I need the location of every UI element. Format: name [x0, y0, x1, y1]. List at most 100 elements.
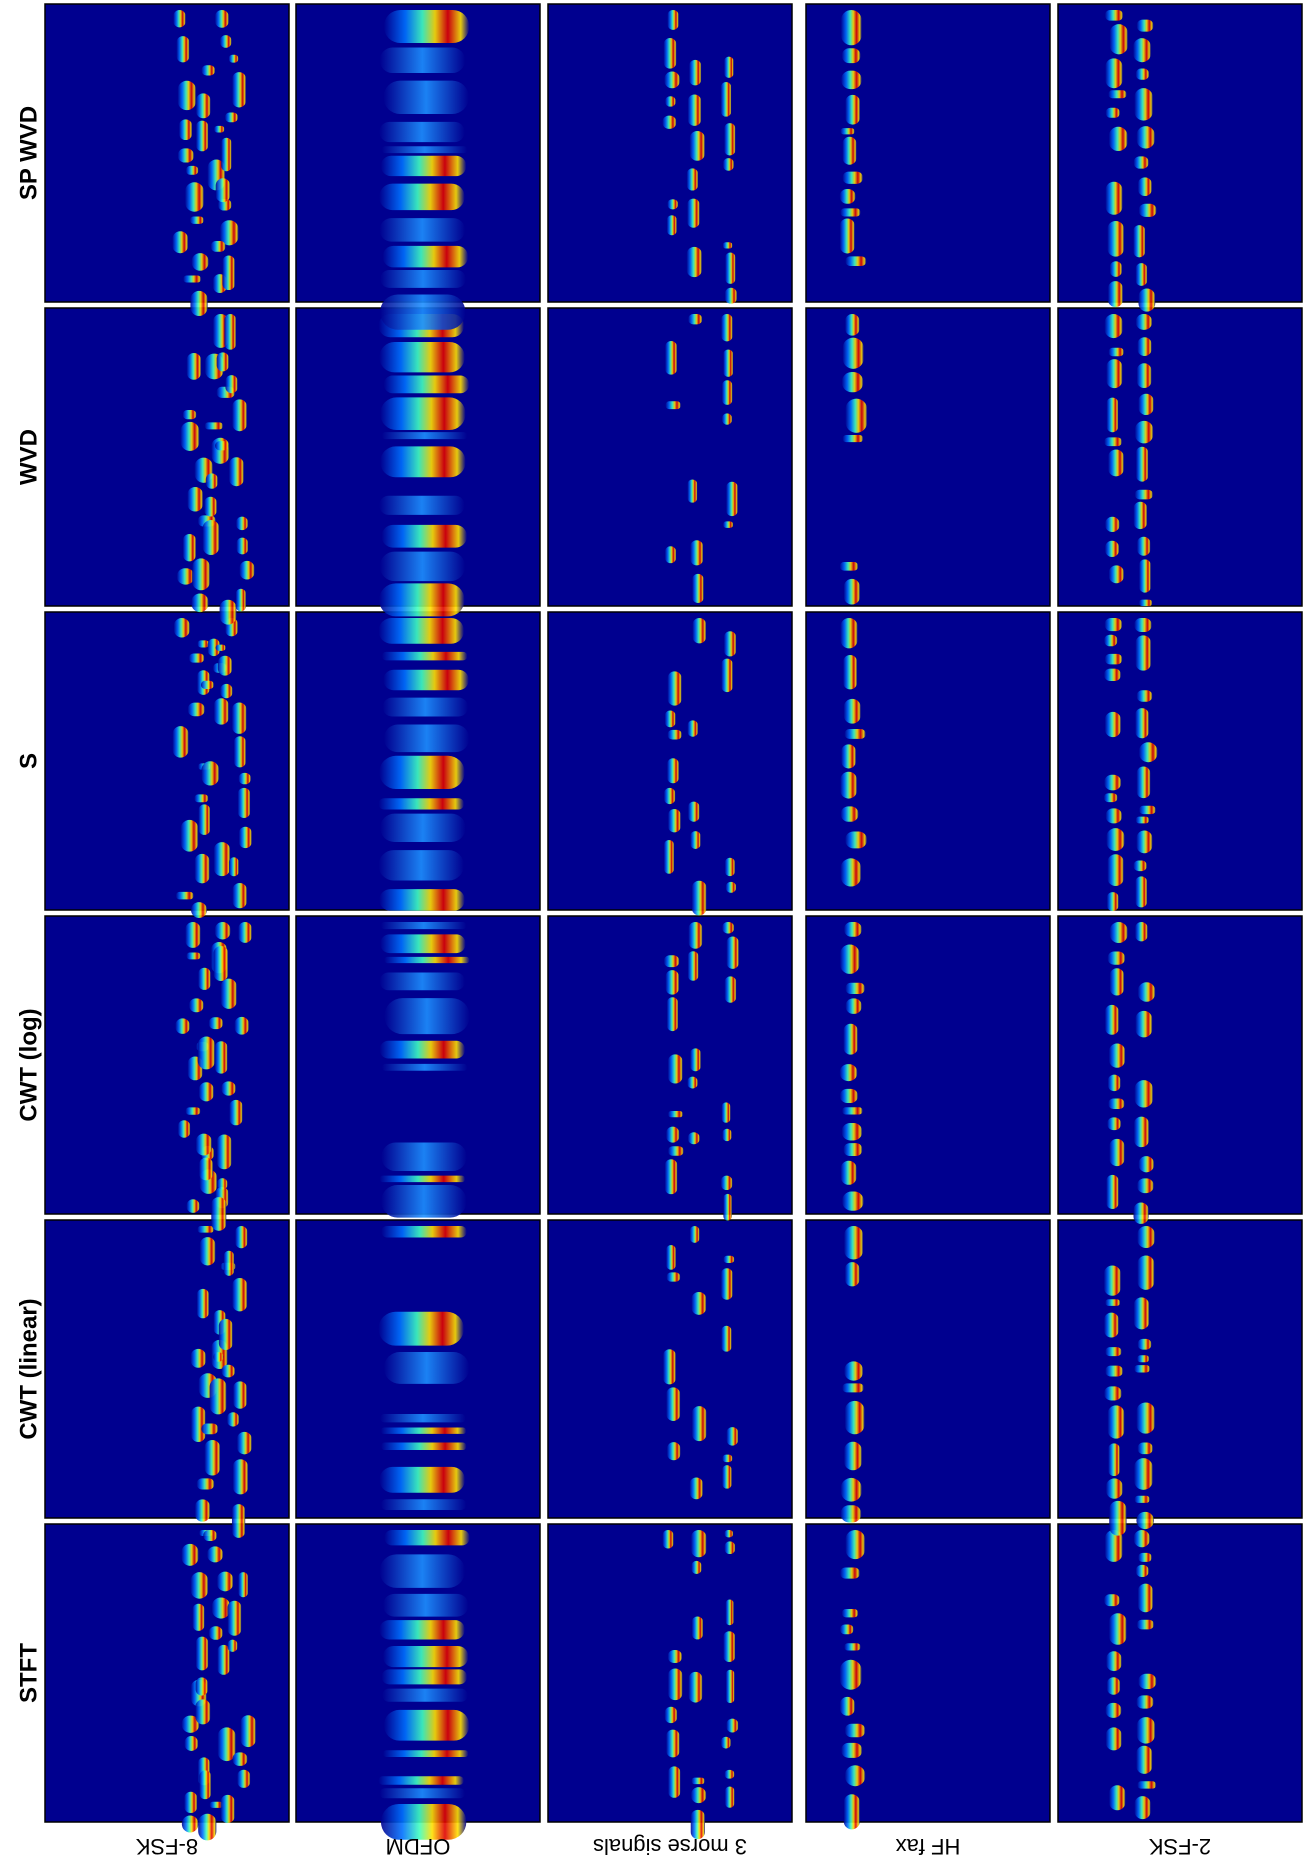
energy-blob — [382, 1645, 469, 1668]
energy-blob — [209, 1378, 227, 1415]
energy-blob — [1136, 19, 1154, 32]
energy-blob — [224, 314, 237, 350]
energy-blob — [845, 1530, 866, 1560]
energy-blob — [689, 59, 702, 86]
energy-blob — [1138, 393, 1154, 416]
energy-blob — [691, 1777, 705, 1785]
energy-blob — [844, 1765, 866, 1787]
energy-blob — [183, 275, 202, 283]
energy-blob — [186, 353, 202, 380]
energy-blob — [667, 729, 682, 740]
energy-blob — [1104, 1004, 1119, 1035]
energy-blob — [1134, 1080, 1154, 1108]
energy-blob — [843, 654, 858, 690]
energy-blob — [1135, 263, 1148, 286]
energy-blob — [1105, 181, 1123, 215]
spectrogram-panel — [1057, 915, 1303, 1224]
energy-blob — [222, 255, 235, 291]
energy-blob — [724, 1541, 736, 1555]
energy-blob — [1134, 1365, 1151, 1373]
energy-blob — [227, 1600, 242, 1636]
energy-blob — [1108, 565, 1125, 584]
energy-blob — [199, 1770, 212, 1800]
energy-blob — [726, 481, 738, 517]
energy-blob — [228, 54, 239, 63]
energy-blob — [184, 1736, 199, 1751]
energy-blob — [219, 35, 232, 48]
energy-blob — [667, 1649, 683, 1663]
energy-blob — [383, 375, 470, 394]
spectrogram-panel — [1057, 611, 1303, 912]
energy-blob — [233, 736, 247, 768]
energy-blob — [195, 1133, 212, 1156]
energy-blob — [210, 241, 226, 252]
energy-blob — [206, 1546, 224, 1563]
energy-blob — [842, 1107, 863, 1115]
energy-blob — [207, 638, 221, 657]
energy-blob — [843, 1794, 860, 1830]
spectrogram-panel — [1057, 1219, 1303, 1536]
energy-blob — [380, 155, 467, 177]
energy-blob — [666, 997, 679, 1032]
energy-blob — [843, 1143, 863, 1156]
energy-blob — [1106, 892, 1119, 912]
energy-blob — [176, 568, 195, 585]
energy-blob — [1137, 337, 1152, 357]
energy-blob — [690, 831, 701, 849]
energy-blob — [725, 252, 736, 284]
spectrogram-panel — [1057, 1523, 1303, 1823]
panel-background — [44, 1523, 290, 1823]
energy-blob — [195, 120, 209, 152]
energy-blob — [200, 680, 214, 689]
energy-blob — [1135, 816, 1150, 824]
energy-blob — [1104, 618, 1123, 632]
energy-blob — [214, 10, 229, 28]
energy-blob — [1137, 1355, 1150, 1363]
energy-blob — [191, 593, 209, 613]
energy-blob — [720, 1268, 733, 1300]
energy-blob — [201, 761, 220, 786]
energy-blob — [845, 998, 862, 1014]
energy-blob — [1107, 1074, 1121, 1092]
energy-blob — [379, 1788, 466, 1799]
energy-blob — [845, 256, 867, 266]
energy-blob — [1134, 489, 1153, 500]
energy-blob — [235, 588, 247, 612]
energy-blob — [209, 1801, 223, 1808]
energy-blob — [187, 702, 205, 717]
energy-blob — [237, 1769, 251, 1788]
energy-blob — [1134, 1796, 1151, 1820]
energy-blob — [213, 698, 229, 725]
energy-blob — [843, 922, 862, 937]
energy-blob — [687, 951, 699, 981]
energy-blob — [379, 495, 465, 515]
energy-blob — [720, 82, 732, 117]
energy-blob — [687, 198, 700, 228]
energy-blob — [840, 806, 859, 822]
energy-blob — [189, 216, 204, 224]
energy-blob — [1108, 126, 1128, 152]
energy-blob — [688, 314, 703, 325]
energy-blob — [1105, 1299, 1121, 1306]
energy-blob — [1107, 220, 1125, 257]
energy-blob — [1136, 363, 1152, 389]
energy-blob — [665, 970, 680, 995]
energy-blob — [383, 724, 470, 753]
energy-blob — [839, 1064, 858, 1082]
signal-label: OFDM — [386, 1834, 451, 1859]
energy-blob — [1133, 860, 1147, 872]
energy-blob — [721, 413, 733, 425]
spectrogram-panel — [44, 611, 290, 918]
energy-blob — [381, 524, 467, 548]
energy-blob — [1104, 634, 1118, 647]
energy-blob — [844, 1643, 861, 1651]
energy-blob — [1104, 653, 1123, 665]
energy-blob — [843, 1441, 862, 1471]
energy-blob — [690, 1787, 707, 1804]
energy-blob — [380, 270, 466, 288]
method-label: WVD — [15, 429, 42, 485]
energy-blob — [214, 125, 225, 133]
energy-blob — [232, 1278, 248, 1312]
energy-blob — [173, 10, 186, 28]
energy-blob — [1105, 58, 1123, 89]
